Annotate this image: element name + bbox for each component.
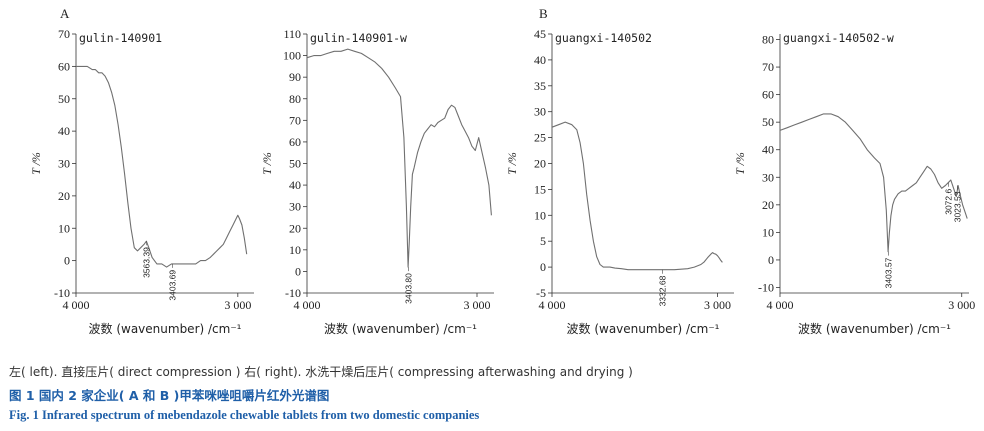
y-tick-label: 20	[534, 157, 546, 171]
y-tick-label: -10	[758, 280, 774, 294]
plot-title: guangxi-140502	[555, 31, 652, 45]
y-tick-label: 25	[534, 131, 546, 145]
x-tick-label: 3 000	[224, 298, 251, 312]
plot-title: gulin-140901-w	[310, 31, 407, 45]
y-tick-label: 110	[283, 27, 301, 41]
y-tick-label: 0	[768, 253, 774, 267]
y-tick-label: 60	[58, 59, 70, 73]
y-tick-label: 70	[58, 27, 70, 41]
x-tick-label: 3 000	[704, 298, 731, 312]
y-tick-label: 30	[289, 200, 301, 214]
x-tick-label: 3 000	[948, 298, 975, 312]
x-tick-label: 4 000	[539, 298, 566, 312]
y-tick-label: 100	[283, 49, 301, 63]
y-tick-label: 80	[289, 92, 301, 106]
x-axis-label: 波数 (wavenumber) /cm⁻¹	[567, 321, 720, 336]
y-tick-label: 10	[762, 225, 774, 239]
x-tick-label: 4 000	[767, 298, 794, 312]
chart-guangxi-140502-w: 80 70 60 50 40 30 20 10 0 -10 4 000 3 000 guangxi-14…	[733, 31, 975, 336]
y-tick-label: 80	[762, 33, 774, 47]
x-tick-label: 4 000	[63, 298, 90, 312]
y-tick-label: 20	[289, 221, 301, 235]
figure-caption-english: Fig. 1 Infrared spectrum of mebendazole …	[9, 408, 480, 422]
y-tick-label: 40	[58, 124, 70, 138]
y-tick-label: 90	[289, 70, 301, 84]
y-axis-label: T /%	[505, 152, 519, 175]
y-axis-label: T /%	[260, 152, 274, 175]
chart-guangxi-140502: 45 40 35 30 25 20 15 10 5 0 -54 000 3 000 guangxi-14…	[505, 27, 734, 336]
x-axis-label: 波数 (wavenumber) /cm⁻¹	[324, 321, 477, 336]
y-tick-label: -10	[285, 286, 301, 300]
y-tick-label: 70	[289, 113, 301, 127]
y-tick-label: 30	[534, 105, 546, 119]
spectrum-line	[76, 65, 248, 268]
x-axis-label: 波数 (wavenumber) /cm⁻¹	[798, 321, 951, 336]
panel-letter-b: B	[539, 6, 548, 21]
x-tick-label: 3 000	[464, 298, 491, 312]
peak-label: 3332.68	[657, 275, 667, 306]
y-tick-label: -5	[536, 286, 546, 300]
peak-label: 3563.39	[142, 247, 152, 278]
y-tick-label: 60	[762, 88, 774, 102]
y-tick-label: 0	[295, 264, 301, 278]
axis-frame	[306, 34, 494, 294]
y-tick-label: 60	[289, 135, 301, 149]
y-tick-label: 0	[64, 254, 70, 268]
y-tick-label: 10	[534, 208, 546, 222]
peak-label: 3403.69	[167, 270, 177, 301]
figure-caption-chinese: 图 1 国内 2 家企业( A 和 B )甲苯咪唑咀嚼片红外光谱图	[9, 388, 330, 403]
y-tick-label: 0	[540, 260, 546, 274]
spectrum-line	[551, 121, 723, 271]
peak-label: 3072.6	[944, 189, 954, 215]
peak-label: 3403.57	[883, 257, 893, 288]
figure-note: 左( left). 直接压片( direct compression ) 右( …	[9, 365, 633, 379]
y-tick-label: 20	[762, 198, 774, 212]
y-tick-label: 40	[289, 178, 301, 192]
y-tick-label: -10	[54, 286, 70, 300]
y-tick-label: 70	[762, 60, 774, 74]
y-tick-label: 10	[289, 243, 301, 257]
y-tick-label: 30	[762, 170, 774, 184]
axis-frame	[779, 34, 969, 294]
axis-frame	[551, 34, 734, 294]
y-tick-label: 50	[289, 157, 301, 171]
peak-label: 3023.53	[952, 191, 962, 222]
y-tick-label: 15	[534, 182, 546, 196]
x-axis-label: 波数 (wavenumber) /cm⁻¹	[89, 321, 242, 336]
y-tick-label: 50	[58, 92, 70, 106]
peak-label: 3403.80	[403, 273, 413, 304]
x-tick-label: 4 000	[294, 298, 321, 312]
y-axis-label: T /%	[29, 152, 43, 175]
y-axis-label: T /%	[733, 152, 747, 175]
y-tick-label: 50	[762, 115, 774, 129]
y-tick-label: 35	[534, 79, 546, 93]
y-tick-label: 45	[534, 27, 546, 41]
y-tick-label: 10	[58, 221, 70, 235]
chart-gulin-140901: 70 60 50 40 30 20 10 0 -104 000 3 000 gulin-140901…	[29, 27, 254, 336]
y-tick-label: 40	[534, 53, 546, 67]
plot-title: gulin-140901	[79, 31, 162, 45]
panel-letter-a: A	[60, 6, 70, 21]
y-tick-label: 40	[762, 143, 774, 157]
spectrum-line	[779, 113, 968, 253]
y-tick-label: 30	[58, 157, 70, 171]
spectrum-line	[306, 48, 492, 268]
plot-title: guangxi-140502-w	[783, 31, 894, 45]
y-tick-label: 5	[540, 234, 546, 248]
y-tick-label: 20	[58, 189, 70, 203]
